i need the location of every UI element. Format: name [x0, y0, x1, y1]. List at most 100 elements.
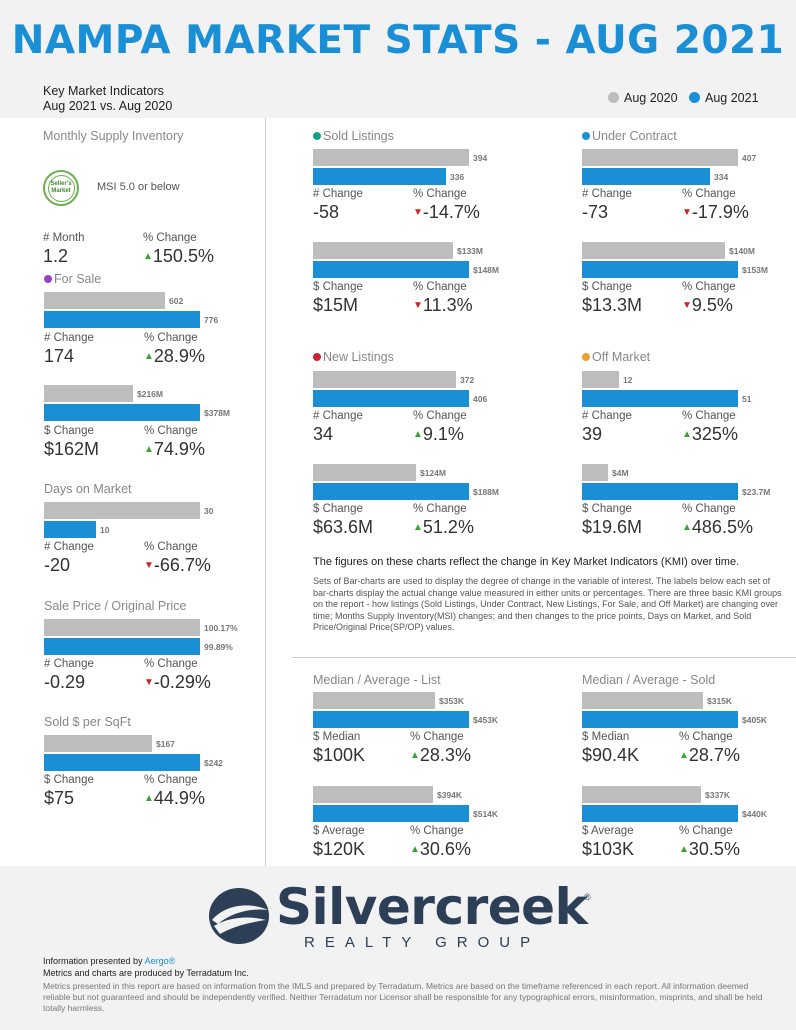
logo-subtitle: REALTY GROUP	[304, 934, 541, 951]
for-sale-count-change-value: 174	[44, 346, 75, 366]
up-arrow-icon: ▲	[143, 251, 153, 262]
sale-price-ratio-change-value: -0.29	[44, 672, 86, 692]
off-market-count-title: Off Market	[582, 350, 650, 364]
days-on-market-change-value: -20	[44, 555, 71, 575]
sold-listings-count-bar-aug-2021	[313, 168, 446, 185]
under-contract-count-change-value: -73	[582, 202, 609, 222]
under-contract-count-bar-aug-2021	[582, 168, 710, 185]
off-market-count-value-label-aug-2020: 12	[623, 375, 633, 385]
legend-label-aug-2020: Aug 2020	[624, 91, 678, 105]
sold-listings-count-dot-icon	[313, 132, 321, 140]
sold-listings-count-pct-value: ▼-14.7%	[413, 202, 480, 223]
for-sale-dollar-change-value: $162M	[44, 439, 100, 459]
days-on-market-pct-text: -66.7%	[153, 555, 211, 575]
new-listings-dollar-pct-value: ▲51.2%	[413, 517, 474, 538]
down-arrow-icon: ▼	[413, 207, 423, 218]
sold-listings-count-value-label-aug-2021: 336	[450, 172, 465, 182]
average-list-change-label: $ Average	[313, 825, 365, 837]
under-contract-count-pct-text: -17.9%	[691, 202, 749, 222]
under-contract-dollar-change-label: $ Change	[582, 281, 632, 293]
median-list-bar-aug-2021	[313, 711, 469, 728]
median-list-change-label: $ Median	[313, 731, 361, 743]
under-contract-count-pct-label: % Change	[682, 188, 736, 200]
up-arrow-icon: ▲	[413, 522, 423, 533]
off-market-count-pct-label: % Change	[682, 410, 736, 422]
for-sale-count-dot-icon	[44, 275, 52, 283]
up-arrow-icon: ▲	[144, 444, 154, 455]
new-listings-dollar-change-value: $63.6M	[313, 517, 374, 537]
for-sale-count-pct-label: % Change	[144, 332, 198, 344]
new-listings-count-pct-label: % Change	[413, 410, 467, 422]
sale-price-ratio-title-text: Sale Price / Original Price	[44, 599, 187, 613]
average-sold-pct-text: 30.5%	[688, 839, 740, 859]
new-listings-count-dot-icon	[313, 353, 321, 361]
sold-per-sqft-title: Sold $ per SqFt	[44, 715, 131, 729]
disclaimer: Metrics presented in this report are bas…	[43, 981, 763, 1013]
median-sold-title-text: Median / Average - Sold	[582, 673, 716, 687]
aergo-link[interactable]: Aergo®	[144, 956, 176, 966]
new-listings-dollar-bar-aug-2020	[313, 464, 416, 481]
average-sold-bar-aug-2020	[582, 786, 701, 803]
sold-per-sqft-change-value: $75	[44, 788, 75, 808]
new-listings-count-value-label-aug-2020: 372	[460, 375, 475, 385]
average-sold-change-value: $103K	[582, 839, 635, 859]
legend-aug-2021: Aug 2021	[689, 91, 759, 105]
under-contract-count-value-label-aug-2020: 407	[742, 153, 757, 163]
silvercreek-logo: Silvercreek ®	[208, 878, 598, 952]
for-sale-count-pct-value: ▲28.9%	[144, 346, 205, 367]
average-list-bar-aug-2021	[313, 805, 469, 822]
up-arrow-icon: ▲	[679, 844, 689, 855]
sold-listings-count-pct-label: % Change	[413, 188, 467, 200]
days-on-market-change-label: # Change	[44, 541, 94, 553]
under-contract-count-dot-icon	[582, 132, 590, 140]
down-arrow-icon: ▼	[144, 560, 154, 571]
down-arrow-icon: ▼	[144, 677, 154, 688]
under-contract-count-title: Under Contract	[582, 129, 677, 143]
off-market-count-bar-aug-2020	[582, 371, 619, 388]
under-contract-dollar-bar-aug-2020	[582, 242, 725, 259]
new-listings-count-pct-text: 9.1%	[422, 424, 464, 444]
under-contract-count-bar-aug-2020	[582, 149, 738, 166]
legend-dot-blue	[689, 92, 700, 103]
off-market-dollar-pct-text: 486.5%	[691, 517, 753, 537]
for-sale-dollar-pct-value: ▲74.9%	[144, 439, 205, 460]
for-sale-dollar-bar-aug-2020	[44, 385, 133, 402]
sale-price-ratio-pct-label: % Change	[144, 658, 198, 670]
average-sold-value-label-aug-2021: $440K	[742, 809, 768, 819]
legend-aug-2020: Aug 2020	[608, 91, 678, 105]
new-listings-dollar-value-label-aug-2021: $188M	[473, 487, 499, 497]
sold-listings-dollar-change-value: $15M	[313, 295, 359, 315]
under-contract-dollar-bar-aug-2021	[582, 261, 738, 278]
days-on-market-title: Days on Market	[44, 482, 132, 496]
median-list-bar-aug-2020	[313, 692, 435, 709]
off-market-count-pct-value: ▲325%	[682, 424, 738, 445]
off-market-count-pct-text: 325%	[691, 424, 738, 444]
subtitle-line-1: Key Market Indicators	[43, 84, 164, 98]
up-arrow-icon: ▲	[682, 429, 692, 440]
off-market-dollar-pct-value: ▲486.5%	[682, 517, 753, 538]
median-sold-pct-label: % Change	[679, 731, 733, 743]
average-list-change-value: $120K	[313, 839, 366, 859]
produced-by: Metrics and charts are produced by Terra…	[43, 968, 249, 978]
header-band	[0, 0, 796, 118]
days-on-market-bar-aug-2021	[44, 521, 96, 538]
off-market-count-value-label-aug-2021: 51	[742, 394, 752, 404]
sale-price-ratio-value-label-aug-2021: 99.89%	[204, 642, 233, 652]
swoosh-logo-icon	[209, 888, 269, 944]
sold-listings-dollar-bar-aug-2020	[313, 242, 453, 259]
section-divider	[292, 657, 796, 658]
new-listings-count-bar-aug-2021	[313, 390, 469, 407]
median-sold-title: Median / Average - Sold	[582, 673, 715, 687]
new-listings-count-title-text: New Listings	[323, 350, 394, 364]
explanation-body: Sets of Bar-charts are used to display t…	[313, 576, 782, 632]
for-sale-dollar-value-label-aug-2020: $216M	[137, 389, 163, 399]
presented-prefix: Information presented by	[43, 956, 145, 966]
sold-listings-count-change-value: -58	[313, 202, 340, 222]
days-on-market-title-text: Days on Market	[44, 482, 132, 496]
sold-listings-count-value-label-aug-2020: 394	[473, 153, 488, 163]
new-listings-dollar-pct-text: 51.2%	[422, 517, 474, 537]
sale-price-ratio-bar-aug-2021	[44, 638, 200, 655]
off-market-dollar-value-label-aug-2021: $23.7M	[742, 487, 771, 497]
off-market-dollar-change-value: $19.6M	[582, 517, 643, 537]
median-sold-pct-value: ▲28.7%	[679, 745, 740, 766]
